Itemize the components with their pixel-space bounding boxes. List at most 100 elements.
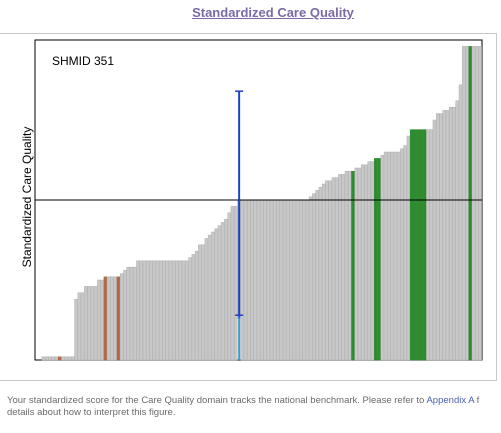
bar (129, 266, 134, 361)
bar (439, 113, 443, 361)
bar (217, 225, 222, 361)
bar (97, 279, 101, 361)
bar (393, 151, 398, 361)
bar (266, 199, 271, 361)
bar (119, 273, 124, 361)
bar (198, 244, 202, 361)
bar (478, 46, 482, 361)
bar-green (419, 129, 424, 361)
bar (159, 260, 163, 361)
bar (139, 260, 144, 361)
bar (279, 199, 284, 361)
bar-green (422, 129, 427, 361)
bar (321, 183, 326, 361)
bar-green (409, 129, 414, 361)
bar (142, 260, 147, 361)
bar (302, 199, 306, 361)
bar (181, 260, 186, 361)
bar (146, 260, 150, 361)
bar (471, 46, 476, 361)
bar-green (377, 158, 381, 361)
bar (357, 167, 362, 361)
bar-brown (103, 276, 108, 361)
bar (191, 254, 196, 361)
bar (227, 212, 231, 361)
bar-green (374, 158, 378, 361)
bar (331, 177, 336, 361)
bar (224, 218, 228, 361)
bar (282, 199, 287, 361)
bar (364, 164, 368, 361)
bar (155, 260, 160, 361)
bar (305, 199, 310, 361)
bar (126, 266, 130, 361)
bar (370, 161, 375, 361)
bar (54, 356, 59, 361)
bar (442, 110, 447, 361)
bar (292, 199, 297, 361)
bar (315, 190, 319, 361)
bar (387, 151, 391, 361)
bar (240, 199, 245, 361)
bar (80, 292, 85, 361)
highlight-bar (238, 318, 241, 360)
bar (48, 356, 52, 361)
bar (220, 222, 225, 361)
bar (132, 266, 137, 361)
bar-brown (116, 276, 121, 361)
bar (289, 199, 293, 361)
bar (152, 260, 157, 361)
bar (299, 199, 303, 361)
bar (172, 260, 176, 361)
caption: Your standardized score for the Care Qua… (7, 395, 501, 418)
bar (435, 113, 440, 361)
bar (41, 356, 46, 361)
bar (214, 228, 218, 361)
bar (64, 356, 69, 361)
bar (403, 145, 407, 361)
bar (110, 276, 114, 361)
bar (273, 199, 277, 361)
bar (458, 84, 463, 361)
bar (465, 46, 469, 361)
caption-line-2: details about how to interpret this figu… (7, 406, 176, 418)
bar (45, 356, 49, 361)
bar (432, 119, 437, 361)
bar (380, 154, 385, 361)
bar (87, 286, 91, 361)
plot-area: SHMID 351 Standardized Care Quality (20, 39, 483, 361)
bar (354, 167, 359, 361)
bar (185, 260, 189, 361)
bar (312, 193, 316, 361)
page-title-link[interactable]: Standardized Care Quality (192, 5, 354, 20)
bar (341, 174, 346, 361)
bar (162, 260, 166, 361)
bar (61, 356, 65, 361)
bar (207, 234, 212, 361)
bar (449, 106, 453, 361)
bar (74, 298, 78, 361)
bar (429, 129, 433, 361)
bar-green (468, 46, 473, 361)
bar (256, 199, 261, 361)
bar (165, 260, 170, 361)
bar (455, 100, 460, 361)
bar (149, 260, 153, 361)
bar (308, 196, 313, 361)
bar (445, 110, 450, 361)
bar (106, 276, 111, 361)
bar (406, 135, 411, 361)
bar (77, 292, 82, 361)
bar (462, 46, 466, 361)
hospital-label: SHMID 351 (52, 54, 114, 68)
care-quality-chart: SHMID 351 Standardized Care Quality (20, 39, 483, 361)
bar (260, 199, 264, 361)
appendix-a-link[interactable]: Appendix A (426, 395, 475, 406)
bar (426, 129, 430, 361)
bar (233, 206, 238, 361)
bar (188, 257, 192, 361)
bar (123, 270, 127, 361)
bar (338, 174, 342, 361)
bar (93, 286, 98, 361)
bar (361, 164, 365, 361)
